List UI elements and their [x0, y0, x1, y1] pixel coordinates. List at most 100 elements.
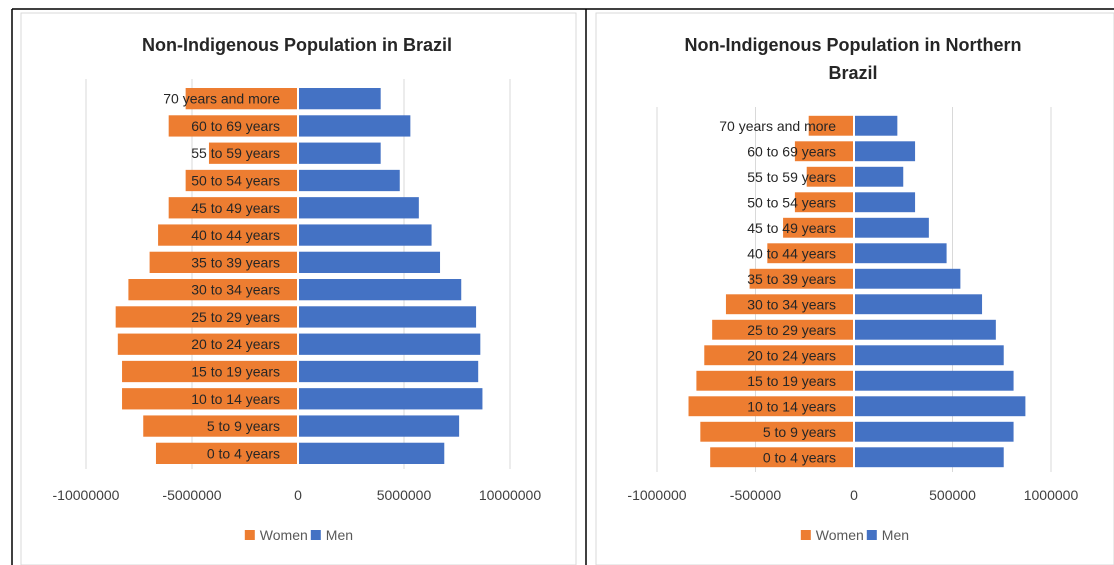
- bar-men: [855, 294, 983, 315]
- bar-women: [767, 243, 853, 264]
- bar-women: [185, 169, 297, 192]
- category-label: 55 to 59 years: [191, 145, 280, 161]
- category-label: 15 to 19 years: [747, 373, 836, 389]
- bar-men: [299, 333, 481, 355]
- category-label: 15 to 19 years: [191, 364, 280, 380]
- chart-title: Non-Indigenous Population in Northern: [685, 35, 1022, 55]
- bar-men: [855, 447, 1004, 468]
- legend: Women Men: [800, 527, 909, 543]
- bar-men: [299, 169, 400, 192]
- bar-men: [855, 268, 961, 289]
- bar-men: [855, 396, 1026, 417]
- bar-women: [115, 306, 298, 328]
- category-label: 70 years and more: [163, 91, 280, 107]
- bar-men: [855, 192, 916, 213]
- x-tick-label: 500000: [929, 487, 976, 503]
- category-label: 20 to 24 years: [747, 347, 836, 363]
- category-label: 10 to 14 years: [747, 398, 836, 414]
- category-label: 10 to 14 years: [191, 391, 280, 407]
- bar-women: [128, 279, 297, 301]
- bar-women: [725, 294, 853, 315]
- bar-men: [299, 415, 460, 437]
- category-label: 45 to 49 years: [191, 200, 280, 216]
- bar-men: [299, 224, 432, 246]
- x-tick-label: -10000000: [53, 487, 120, 503]
- x-tick-label: 1000000: [1024, 487, 1079, 503]
- bar-men: [855, 345, 1004, 366]
- legend-label: Men: [882, 527, 909, 543]
- bar-women: [158, 224, 297, 246]
- chart-title: Brazil: [828, 63, 877, 83]
- bar-women: [688, 396, 853, 417]
- category-label: 0 to 4 years: [763, 449, 836, 465]
- bar-women: [185, 88, 297, 110]
- bar-women: [168, 197, 297, 219]
- category-label: 60 to 69 years: [747, 143, 836, 159]
- bar-women: [806, 166, 853, 187]
- legend-swatch: [800, 530, 811, 540]
- bar-women: [122, 360, 297, 383]
- bar-men: [299, 442, 445, 464]
- bar-men: [299, 360, 479, 383]
- x-tick-label: -1000000: [627, 487, 686, 503]
- chart-2: Non-Indigenous Population in Northern Bra…: [627, 35, 1078, 543]
- chart-1-panel: [20, 12, 577, 565]
- x-tick-label: 10000000: [479, 487, 542, 503]
- category-label: 20 to 24 years: [191, 336, 280, 352]
- bar-women: [143, 415, 297, 437]
- category-label: 70 years and more: [719, 118, 836, 134]
- bar-men: [299, 388, 483, 410]
- bar-men: [299, 142, 381, 164]
- chart-2-panel: [595, 12, 1114, 565]
- category-label: 30 to 34 years: [191, 282, 280, 298]
- category-label: 40 to 44 years: [191, 227, 280, 243]
- legend-label: Women: [260, 527, 308, 543]
- bar-women: [794, 192, 853, 213]
- bar-women: [122, 388, 297, 410]
- bar-women: [117, 333, 297, 355]
- chart-title: Non-Indigenous Population in Brazil: [142, 35, 452, 55]
- x-tick-label: -5000000: [162, 487, 221, 503]
- category-label: 55 to 59 years: [747, 169, 836, 185]
- bar-women: [155, 442, 297, 464]
- bar-men: [855, 141, 916, 162]
- legend-label: Women: [816, 527, 864, 543]
- bar-men: [855, 370, 1014, 391]
- bar-women: [710, 447, 853, 468]
- bar-men: [855, 421, 1014, 442]
- category-label: 35 to 39 years: [191, 254, 280, 270]
- bar-women: [704, 345, 853, 366]
- bar-women: [794, 141, 853, 162]
- bar-men: [299, 306, 477, 328]
- x-tick-label: 0: [294, 487, 302, 503]
- chart-1: Non-Indigenous Population in Brazil 70 ye…: [53, 35, 542, 543]
- bar-men: [299, 88, 381, 110]
- bar-men: [855, 319, 996, 340]
- category-label: 25 to 29 years: [191, 309, 280, 325]
- legend-swatch: [866, 530, 877, 540]
- bar-men: [299, 197, 419, 219]
- category-label: 5 to 9 years: [207, 418, 280, 434]
- category-label: 30 to 34 years: [747, 296, 836, 312]
- legend-label: Men: [326, 527, 353, 543]
- bar-women: [168, 115, 297, 137]
- category-label: 5 to 9 years: [763, 424, 836, 440]
- bar-women: [712, 319, 853, 340]
- bar-men: [855, 217, 929, 238]
- x-tick-label: -500000: [730, 487, 782, 503]
- bar-men: [855, 166, 904, 187]
- bar-men: [299, 115, 411, 137]
- bar-women: [808, 115, 853, 136]
- bar-men: [855, 115, 898, 136]
- bar-men: [299, 279, 462, 301]
- bar-women: [696, 370, 853, 391]
- category-label: 40 to 44 years: [747, 245, 836, 261]
- x-tick-label: 5000000: [377, 487, 432, 503]
- category-label: 50 to 54 years: [191, 173, 280, 189]
- category-label: 35 to 39 years: [747, 271, 836, 287]
- category-label: 0 to 4 years: [207, 445, 280, 461]
- category-label: 50 to 54 years: [747, 194, 836, 210]
- bar-women: [749, 268, 853, 289]
